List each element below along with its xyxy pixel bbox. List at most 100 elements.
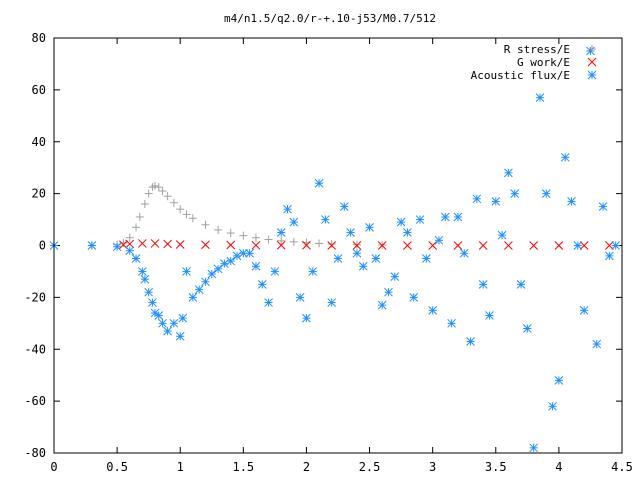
- data-point: [201, 220, 210, 229]
- data-point: [289, 237, 298, 246]
- data-point: [251, 261, 261, 271]
- data-point: [453, 212, 463, 222]
- data-point: [214, 225, 223, 234]
- x-tick-label: 0: [50, 460, 57, 474]
- data-point: [415, 215, 425, 224]
- data-point: [598, 202, 608, 211]
- legend-marker: [587, 70, 597, 80]
- data-point: [529, 241, 538, 250]
- data-point: [327, 239, 336, 248]
- data-point: [396, 217, 406, 227]
- x-tick-label: 2: [303, 460, 310, 474]
- data-point: [169, 318, 179, 328]
- y-tick-label: 80: [32, 31, 46, 45]
- data-point: [131, 254, 141, 263]
- data-point: [579, 305, 589, 315]
- data-point: [302, 313, 311, 323]
- data-point: [175, 331, 185, 341]
- data-point: [384, 287, 393, 297]
- data-point: [377, 241, 387, 250]
- y-tick-label: -60: [24, 394, 46, 408]
- data-point: [409, 293, 419, 302]
- data-point: [459, 248, 469, 258]
- data-point: [289, 217, 299, 227]
- data-point: [453, 241, 463, 250]
- data-point: [276, 228, 286, 237]
- y-tick-label: 0: [39, 239, 46, 253]
- data-point: [377, 300, 387, 310]
- data-point: [522, 324, 532, 333]
- data-point: [491, 197, 501, 206]
- data-point: [176, 205, 185, 214]
- data-point: [403, 241, 412, 250]
- data-point: [504, 241, 513, 250]
- data-point: [478, 241, 488, 250]
- data-point: [169, 198, 178, 207]
- x-axis: 0 0.5 1 1.5 2 2.5 3 3.5 4 4.5: [50, 38, 633, 474]
- x-tick-label: 1.5: [232, 460, 254, 474]
- legend-label: G work/E: [517, 56, 570, 69]
- data-point: [535, 93, 545, 103]
- x-tick-label: 0.5: [106, 460, 128, 474]
- plot-frame: [53, 37, 623, 454]
- data-point: [132, 223, 141, 232]
- data-point: [497, 230, 507, 240]
- data-point: [144, 189, 153, 198]
- data-point: [358, 261, 368, 271]
- data-point: [125, 246, 135, 256]
- series-cross: [119, 239, 614, 250]
- data-point: [390, 272, 400, 281]
- data-point: [516, 280, 526, 289]
- data-point: [352, 241, 362, 250]
- data-point: [548, 401, 557, 411]
- data-point: [125, 239, 135, 249]
- data-point: [529, 443, 538, 453]
- x-tick-label: 3: [429, 460, 436, 474]
- data-point: [182, 210, 191, 219]
- data-point: [148, 298, 157, 307]
- data-point: [339, 202, 349, 211]
- data-point: [188, 214, 197, 223]
- y-tick-label: -20: [24, 290, 46, 304]
- data-point: [245, 248, 254, 258]
- data-point: [567, 197, 576, 206]
- data-point: [611, 241, 621, 250]
- data-point: [270, 267, 280, 276]
- data-point: [434, 235, 444, 245]
- data-point: [163, 239, 172, 249]
- data-point: [140, 200, 149, 208]
- x-tick-label: 2.5: [359, 460, 381, 474]
- data-point: [605, 241, 614, 250]
- data-point: [440, 212, 450, 222]
- data-point: [554, 241, 564, 250]
- data-point: [302, 240, 311, 250]
- data-point: [226, 256, 236, 266]
- legend-marker: [587, 57, 597, 67]
- data-point: [125, 233, 134, 242]
- data-point: [163, 326, 172, 336]
- legend-label: Acoustic flux/E: [471, 69, 570, 82]
- data-point: [352, 248, 362, 258]
- data-point: [352, 240, 361, 249]
- data-point: [327, 298, 337, 307]
- data-point: [472, 194, 482, 204]
- data-point: [150, 239, 160, 248]
- data-point: [140, 274, 150, 284]
- data-point: [182, 267, 191, 276]
- chart-title: m4/n1.5/q2.0/r-+.10-j53/M0.7/512: [224, 12, 436, 25]
- data-point: [264, 235, 273, 244]
- series-plus: [50, 181, 387, 250]
- data-point: [579, 241, 589, 250]
- x-tick-label: 1: [177, 460, 184, 474]
- y-tick-label: -80: [24, 446, 46, 460]
- y-tick-label: 60: [32, 83, 46, 97]
- data-point: [504, 168, 513, 178]
- series-star: [49, 46, 621, 453]
- x-tick-label: 4.5: [611, 460, 633, 474]
- data-point: [541, 189, 551, 198]
- data-point: [478, 280, 488, 289]
- data-point: [283, 204, 292, 214]
- data-point: [194, 285, 204, 294]
- data-point: [188, 293, 198, 302]
- data-point: [510, 189, 520, 198]
